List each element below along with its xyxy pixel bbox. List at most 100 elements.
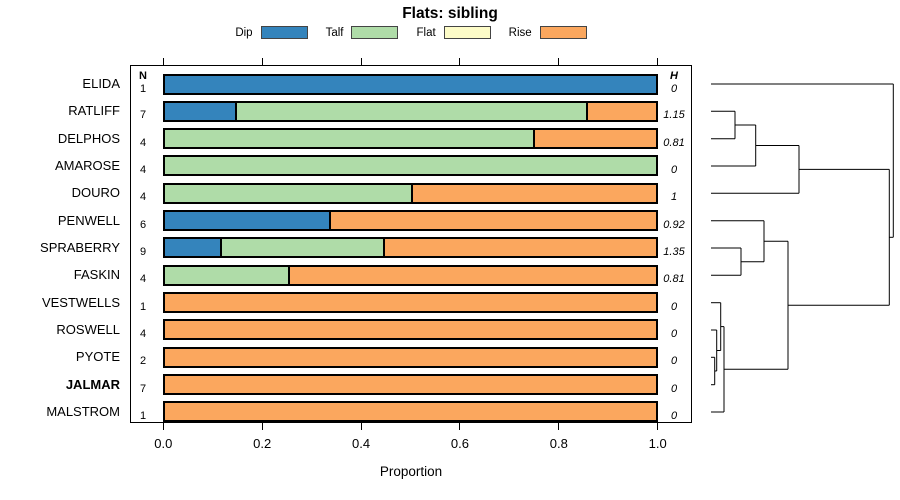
h-value: 0 [670, 83, 678, 95]
n-value: 6 [139, 218, 147, 231]
n-value: 4 [139, 136, 147, 149]
legend-label: Rise [508, 26, 532, 39]
axis-tick-label: 1.0 [648, 436, 667, 451]
bar-segment-rise [383, 239, 656, 257]
axis-tick-bottom [558, 423, 560, 430]
bar-segment-talf [165, 266, 288, 284]
legend-item: Rise [509, 26, 587, 39]
n-value: 7 [139, 382, 147, 395]
row-label: MALSTROM [46, 403, 120, 419]
h-value: 1.15 [663, 109, 685, 122]
bar-segment-rise [165, 321, 656, 339]
h-value: 1.35 [663, 245, 685, 258]
bar-row [163, 374, 658, 396]
bar-row [163, 210, 658, 232]
bar-row [163, 319, 658, 341]
bar-segment-rise [165, 294, 656, 312]
n-value: 1 [139, 300, 147, 313]
bar-segment-rise [585, 102, 656, 120]
h-value: 0 [670, 382, 678, 395]
n-value: 4 [139, 191, 147, 204]
row-label: VESTWELLS [41, 294, 120, 310]
bar-row [163, 401, 658, 423]
row-label: SPRABERRY [40, 239, 120, 255]
bar-row [163, 128, 658, 150]
bar-segment-dip [165, 75, 656, 93]
bar-segment-rise [165, 403, 656, 421]
bar-row [163, 237, 658, 259]
n-value: 4 [139, 327, 147, 340]
row-label: PENWELL [57, 212, 120, 228]
row-label: DELPHOS [57, 130, 120, 146]
n-value: 4 [139, 273, 147, 286]
row-label: RATLIFF [68, 103, 120, 119]
bar-segment-rise [287, 266, 656, 284]
axis-tick-top [657, 58, 659, 65]
axis-tick-top [360, 58, 362, 65]
bar-row [163, 155, 658, 177]
axis-tick-top [459, 58, 461, 65]
row-label: PYOTE [75, 349, 120, 365]
bar-row [163, 182, 658, 204]
h-value: 0 [670, 300, 678, 313]
n-column-header: N [139, 70, 147, 82]
h-value: 0.92 [663, 218, 685, 231]
bar-row [163, 346, 658, 368]
bar-segment-talf [235, 102, 586, 120]
h-value: 0 [670, 327, 678, 340]
bar-segment-talf [219, 239, 384, 257]
n-value: 7 [139, 109, 147, 122]
axis-tick-bottom [657, 423, 659, 430]
h-value: 0 [670, 163, 678, 176]
h-column-header: H [670, 70, 678, 82]
legend-swatch-rise [539, 26, 587, 39]
h-value: 0 [670, 409, 678, 422]
axis-tick-label: 0.8 [549, 436, 568, 451]
bar-segment-dip [165, 239, 220, 257]
row-label: FASKIN [73, 267, 120, 283]
bar-segment-talf [165, 130, 534, 148]
row-label: JALMAR [65, 376, 120, 392]
legend-item: Talf [326, 26, 399, 39]
h-value: 1 [670, 191, 678, 204]
h-value: 0.81 [663, 136, 685, 149]
n-value: 1 [139, 83, 147, 95]
bar-segment-rise [328, 212, 656, 230]
axis-tick-label: 0.6 [450, 436, 469, 451]
axis-tick-label: 0.0 [154, 436, 173, 451]
axis-tick-top [261, 58, 263, 65]
bar-row [163, 73, 658, 95]
bar-row [163, 264, 658, 286]
legend-label: Flat [416, 26, 436, 39]
legend-label: Talf [325, 26, 344, 39]
axis-tick-label: 0.2 [253, 436, 272, 451]
x-axis-label: Proportion [379, 464, 443, 479]
legend-label: Dip [235, 26, 253, 39]
row-label: ROSWELL [56, 321, 120, 337]
legend-swatch-talf [351, 26, 399, 39]
bar-segment-talf [165, 157, 656, 175]
n-value: 4 [139, 163, 147, 176]
chart-title: Flats: sibling [402, 5, 498, 22]
axis-tick-bottom [261, 423, 263, 430]
row-label: DOURO [71, 185, 120, 201]
bar-row [163, 100, 658, 122]
axis-tick-bottom [459, 423, 461, 430]
bar-row [163, 292, 658, 314]
bar-segment-rise [533, 130, 656, 148]
axis-tick-bottom [360, 423, 362, 430]
axis-tick-bottom [162, 423, 164, 430]
h-value: 0 [670, 355, 678, 368]
legend: Dip Talf Flat Rise [130, 26, 692, 39]
n-value: 9 [139, 245, 147, 258]
bar-segment-dip [165, 212, 329, 230]
row-label: ELIDA [82, 76, 120, 91]
h-value: 0.81 [663, 273, 685, 286]
legend-item: Flat [416, 26, 491, 39]
bar-segment-talf [165, 184, 411, 202]
n-value: 1 [139, 409, 147, 422]
legend-item: Dip [235, 26, 308, 39]
row-label: AMAROSE [54, 157, 120, 173]
bar-segment-rise [165, 376, 656, 394]
